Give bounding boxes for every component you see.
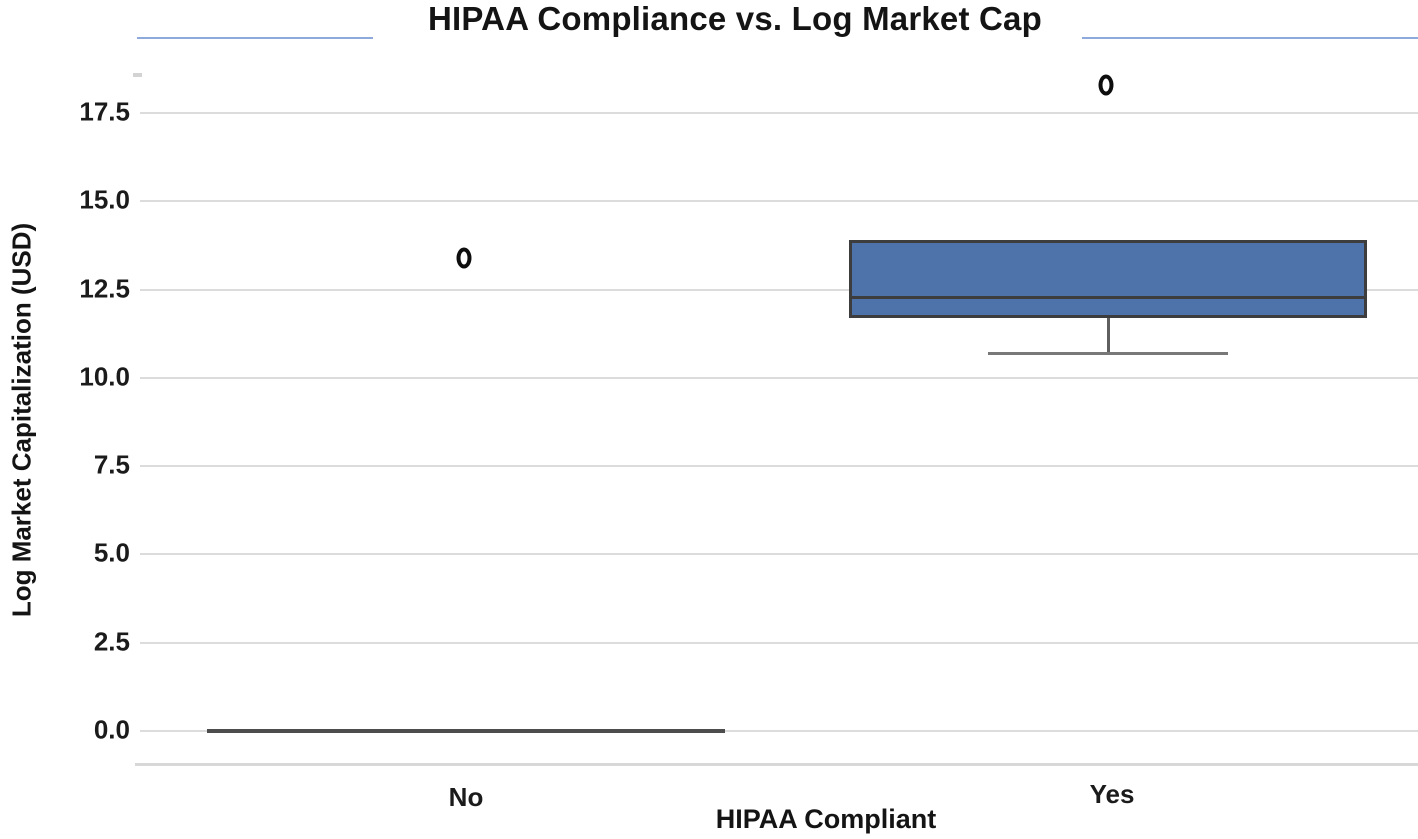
gridline bbox=[140, 200, 1418, 203]
chart-title: HIPAA Compliance vs. Log Market Cap bbox=[428, 0, 1042, 37]
gridline bbox=[140, 465, 1418, 468]
ytick-label: 5.0 bbox=[93, 537, 130, 568]
gridline bbox=[140, 730, 1418, 732]
x-axis-spine bbox=[135, 763, 1418, 766]
ytick-label: 12.5 bbox=[79, 272, 130, 303]
gridline bbox=[140, 641, 1418, 644]
ytick-label: 15.0 bbox=[79, 184, 130, 215]
gridline bbox=[140, 376, 1418, 379]
title-accent-rule-left bbox=[137, 37, 373, 39]
ytick-label: 7.5 bbox=[93, 449, 130, 480]
ytick-label: 0.0 bbox=[93, 714, 130, 745]
outlier-marker-yes bbox=[1098, 74, 1114, 96]
xtick-label-yes: Yes bbox=[1089, 779, 1135, 809]
x-axis-label: HIPAA Compliant bbox=[715, 804, 937, 834]
box-no bbox=[207, 729, 725, 733]
outlier-marker-no bbox=[456, 247, 472, 269]
ytick-label: 2.5 bbox=[93, 625, 130, 656]
ytick-label: 10.0 bbox=[79, 361, 130, 392]
xtick-label-no: No bbox=[448, 782, 484, 812]
plot-corner-tick bbox=[133, 73, 142, 77]
box-yes bbox=[849, 240, 1367, 318]
median-line-yes bbox=[849, 295, 1367, 299]
lower-whisker-cap-yes bbox=[988, 352, 1228, 356]
gridline bbox=[140, 112, 1418, 114]
lower-whisker-yes bbox=[1107, 317, 1110, 354]
gridline bbox=[140, 288, 1418, 291]
ytick-label: 17.5 bbox=[79, 96, 130, 127]
title-accent-rule-right bbox=[1082, 37, 1418, 39]
gridline bbox=[140, 553, 1418, 556]
